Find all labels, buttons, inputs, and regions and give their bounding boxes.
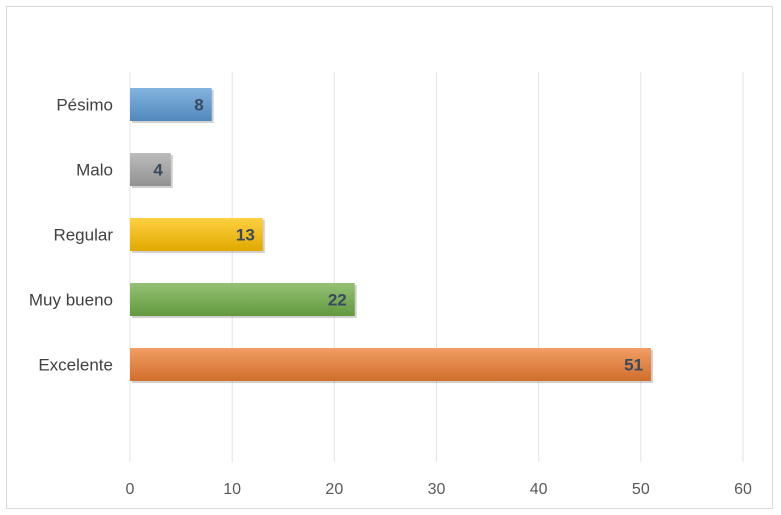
x-tick-label: 50 xyxy=(632,481,650,498)
data-label: 51 xyxy=(624,356,643,375)
bars: 8 4 13 22 51 xyxy=(130,88,654,383)
data-label: 22 xyxy=(328,291,347,310)
bar xyxy=(130,218,263,251)
gridlines xyxy=(129,72,744,462)
category-label: Muy bueno xyxy=(29,291,113,310)
x-tick-labels: 0 10 20 30 40 50 60 xyxy=(126,481,752,498)
bar xyxy=(130,348,652,381)
x-tick-label: 10 xyxy=(223,481,241,498)
data-label: 13 xyxy=(236,226,255,245)
category-label: Regular xyxy=(53,226,113,245)
data-label: 8 xyxy=(194,96,203,115)
data-label: 4 xyxy=(153,161,163,180)
x-tick-label: 20 xyxy=(325,481,343,498)
category-label: Pésimo xyxy=(56,96,113,115)
category-labels: Pésimo Malo Regular Muy bueno Excelente xyxy=(29,96,113,375)
bar xyxy=(130,153,171,186)
bar xyxy=(130,88,212,121)
x-tick-label: 60 xyxy=(734,481,752,498)
x-tick-label: 40 xyxy=(530,481,548,498)
category-label: Excelente xyxy=(38,356,113,375)
bar xyxy=(130,283,355,316)
x-tick-label: 30 xyxy=(428,481,446,498)
category-label: Malo xyxy=(76,161,113,180)
x-tick-label: 0 xyxy=(126,481,135,498)
